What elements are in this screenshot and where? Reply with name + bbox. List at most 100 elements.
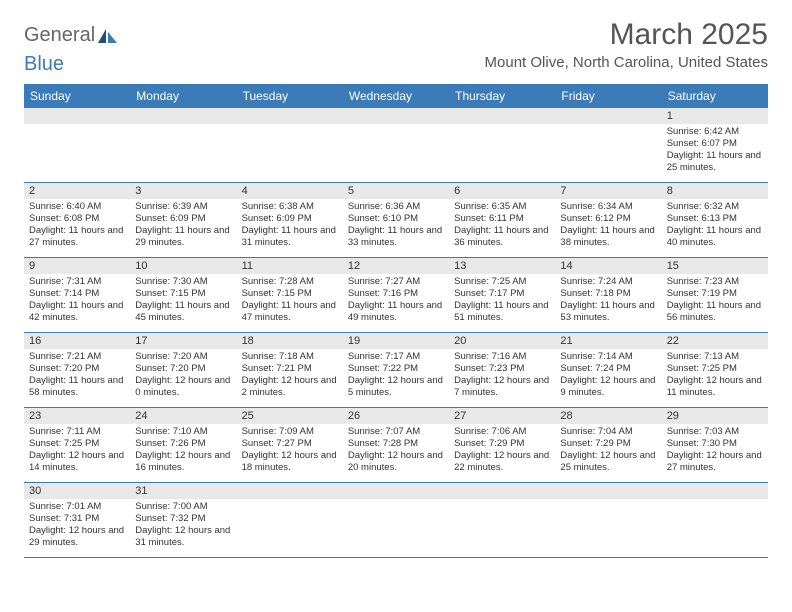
calendar-day-cell <box>343 108 449 183</box>
calendar-week-row: 30Sunrise: 7:01 AMSunset: 7:31 PMDayligh… <box>24 483 768 558</box>
day-number: 7 <box>555 183 661 199</box>
calendar-day-cell: 9Sunrise: 7:31 AMSunset: 7:14 PMDaylight… <box>24 258 130 333</box>
calendar-day-cell: 14Sunrise: 7:24 AMSunset: 7:18 PMDayligh… <box>555 258 661 333</box>
day-details: Sunrise: 7:11 AMSunset: 7:25 PMDaylight:… <box>24 424 130 477</box>
day-number: 19 <box>343 333 449 349</box>
day-number: 8 <box>662 183 768 199</box>
calendar-day-cell <box>449 483 555 558</box>
day-details: Sunrise: 7:24 AMSunset: 7:18 PMDaylight:… <box>555 274 661 327</box>
day-number-empty <box>449 108 555 124</box>
day-number: 18 <box>237 333 343 349</box>
logo-text-blue: Blue <box>24 53 64 75</box>
calendar-day-cell: 2Sunrise: 6:40 AMSunset: 6:08 PMDaylight… <box>24 183 130 258</box>
day-number: 15 <box>662 258 768 274</box>
calendar-week-row: 23Sunrise: 7:11 AMSunset: 7:25 PMDayligh… <box>24 408 768 483</box>
day-details: Sunrise: 6:40 AMSunset: 6:08 PMDaylight:… <box>24 199 130 252</box>
day-number-empty <box>555 108 661 124</box>
calendar-day-cell <box>555 483 661 558</box>
day-number: 31 <box>130 483 236 499</box>
day-details: Sunrise: 7:13 AMSunset: 7:25 PMDaylight:… <box>662 349 768 402</box>
logo: General <box>24 24 119 47</box>
day-number: 17 <box>130 333 236 349</box>
calendar-day-cell: 24Sunrise: 7:10 AMSunset: 7:26 PMDayligh… <box>130 408 236 483</box>
day-number-empty <box>237 483 343 499</box>
day-header: Wednesday <box>343 84 449 108</box>
day-header: Tuesday <box>237 84 343 108</box>
calendar-week-row: 1Sunrise: 6:42 AMSunset: 6:07 PMDaylight… <box>24 108 768 183</box>
day-number: 25 <box>237 408 343 424</box>
calendar-day-cell: 7Sunrise: 6:34 AMSunset: 6:12 PMDaylight… <box>555 183 661 258</box>
day-number-empty <box>343 483 449 499</box>
calendar-day-cell: 1Sunrise: 6:42 AMSunset: 6:07 PMDaylight… <box>662 108 768 183</box>
calendar-day-cell: 23Sunrise: 7:11 AMSunset: 7:25 PMDayligh… <box>24 408 130 483</box>
day-number-empty <box>130 108 236 124</box>
day-number: 12 <box>343 258 449 274</box>
logo-sail-icon <box>97 28 119 44</box>
day-details: Sunrise: 6:35 AMSunset: 6:11 PMDaylight:… <box>449 199 555 252</box>
calendar-day-cell: 29Sunrise: 7:03 AMSunset: 7:30 PMDayligh… <box>662 408 768 483</box>
day-number: 26 <box>343 408 449 424</box>
day-number-empty <box>237 108 343 124</box>
day-number-empty <box>343 108 449 124</box>
day-number: 9 <box>24 258 130 274</box>
calendar-table: SundayMondayTuesdayWednesdayThursdayFrid… <box>24 84 768 558</box>
day-details: Sunrise: 7:01 AMSunset: 7:31 PMDaylight:… <box>24 499 130 552</box>
day-details: Sunrise: 7:31 AMSunset: 7:14 PMDaylight:… <box>24 274 130 327</box>
day-number: 27 <box>449 408 555 424</box>
day-details: Sunrise: 7:16 AMSunset: 7:23 PMDaylight:… <box>449 349 555 402</box>
day-details: Sunrise: 6:36 AMSunset: 6:10 PMDaylight:… <box>343 199 449 252</box>
day-details: Sunrise: 7:04 AMSunset: 7:29 PMDaylight:… <box>555 424 661 477</box>
day-number: 5 <box>343 183 449 199</box>
calendar-day-cell: 10Sunrise: 7:30 AMSunset: 7:15 PMDayligh… <box>130 258 236 333</box>
calendar-day-cell: 6Sunrise: 6:35 AMSunset: 6:11 PMDaylight… <box>449 183 555 258</box>
day-number: 6 <box>449 183 555 199</box>
calendar-day-cell: 3Sunrise: 6:39 AMSunset: 6:09 PMDaylight… <box>130 183 236 258</box>
calendar-day-cell: 20Sunrise: 7:16 AMSunset: 7:23 PMDayligh… <box>449 333 555 408</box>
day-number: 28 <box>555 408 661 424</box>
month-title: March 2025 <box>485 18 768 52</box>
day-number-empty <box>555 483 661 499</box>
day-number: 13 <box>449 258 555 274</box>
calendar-day-cell: 28Sunrise: 7:04 AMSunset: 7:29 PMDayligh… <box>555 408 661 483</box>
calendar-day-cell <box>24 108 130 183</box>
day-details: Sunrise: 7:00 AMSunset: 7:32 PMDaylight:… <box>130 499 236 552</box>
day-number: 2 <box>24 183 130 199</box>
calendar-day-cell: 12Sunrise: 7:27 AMSunset: 7:16 PMDayligh… <box>343 258 449 333</box>
calendar-day-cell <box>237 483 343 558</box>
calendar-day-cell: 5Sunrise: 6:36 AMSunset: 6:10 PMDaylight… <box>343 183 449 258</box>
day-header-row: SundayMondayTuesdayWednesdayThursdayFrid… <box>24 84 768 108</box>
day-number-empty <box>449 483 555 499</box>
calendar-day-cell: 13Sunrise: 7:25 AMSunset: 7:17 PMDayligh… <box>449 258 555 333</box>
day-details: Sunrise: 7:27 AMSunset: 7:16 PMDaylight:… <box>343 274 449 327</box>
calendar-week-row: 9Sunrise: 7:31 AMSunset: 7:14 PMDaylight… <box>24 258 768 333</box>
calendar-day-cell <box>449 108 555 183</box>
day-number: 16 <box>24 333 130 349</box>
day-number-empty <box>24 108 130 124</box>
day-details: Sunrise: 6:32 AMSunset: 6:13 PMDaylight:… <box>662 199 768 252</box>
day-header: Saturday <box>662 84 768 108</box>
day-number: 14 <box>555 258 661 274</box>
calendar-day-cell: 21Sunrise: 7:14 AMSunset: 7:24 PMDayligh… <box>555 333 661 408</box>
calendar-day-cell: 11Sunrise: 7:28 AMSunset: 7:15 PMDayligh… <box>237 258 343 333</box>
day-number: 3 <box>130 183 236 199</box>
day-number: 30 <box>24 483 130 499</box>
day-header: Thursday <box>449 84 555 108</box>
calendar-day-cell: 30Sunrise: 7:01 AMSunset: 7:31 PMDayligh… <box>24 483 130 558</box>
calendar-day-cell <box>343 483 449 558</box>
day-details: Sunrise: 7:07 AMSunset: 7:28 PMDaylight:… <box>343 424 449 477</box>
day-number: 1 <box>662 108 768 124</box>
day-number: 10 <box>130 258 236 274</box>
calendar-day-cell <box>237 108 343 183</box>
day-number: 21 <box>555 333 661 349</box>
day-details: Sunrise: 7:14 AMSunset: 7:24 PMDaylight:… <box>555 349 661 402</box>
day-details: Sunrise: 7:09 AMSunset: 7:27 PMDaylight:… <box>237 424 343 477</box>
day-details: Sunrise: 7:06 AMSunset: 7:29 PMDaylight:… <box>449 424 555 477</box>
day-header: Friday <box>555 84 661 108</box>
calendar-day-cell: 25Sunrise: 7:09 AMSunset: 7:27 PMDayligh… <box>237 408 343 483</box>
calendar-day-cell: 4Sunrise: 6:38 AMSunset: 6:09 PMDaylight… <box>237 183 343 258</box>
day-number-empty <box>662 483 768 499</box>
day-details: Sunrise: 6:38 AMSunset: 6:09 PMDaylight:… <box>237 199 343 252</box>
day-number: 20 <box>449 333 555 349</box>
calendar-day-cell: 16Sunrise: 7:21 AMSunset: 7:20 PMDayligh… <box>24 333 130 408</box>
calendar-day-cell: 15Sunrise: 7:23 AMSunset: 7:19 PMDayligh… <box>662 258 768 333</box>
